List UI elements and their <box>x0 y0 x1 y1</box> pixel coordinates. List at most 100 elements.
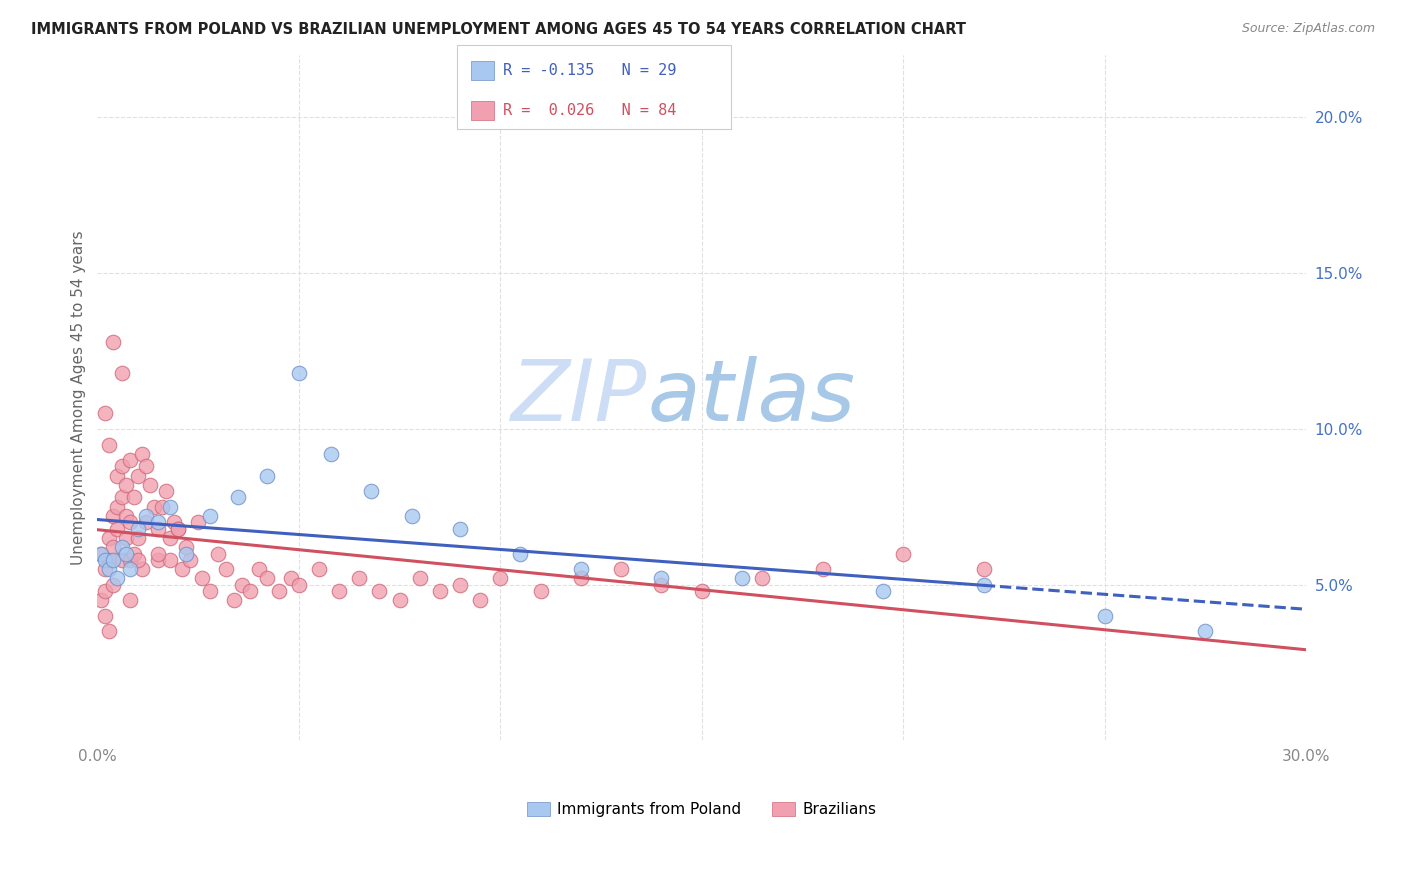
Point <box>973 578 995 592</box>
Point <box>267 583 290 598</box>
Point <box>146 547 169 561</box>
Point <box>94 406 117 420</box>
Point <box>872 583 894 598</box>
Point <box>127 522 149 536</box>
Point <box>198 583 221 598</box>
Point <box>98 624 121 639</box>
Point <box>429 583 451 598</box>
Point <box>98 562 121 576</box>
Text: R = -0.135   N = 29: R = -0.135 N = 29 <box>503 63 676 78</box>
Point <box>731 572 754 586</box>
Point <box>135 459 157 474</box>
Point <box>187 516 209 530</box>
Point <box>308 562 330 576</box>
Point <box>122 547 145 561</box>
Point <box>98 531 121 545</box>
Text: Source: ZipAtlas.com: Source: ZipAtlas.com <box>1241 22 1375 36</box>
Point <box>288 578 311 592</box>
Point <box>103 541 125 555</box>
Point <box>449 522 471 536</box>
Point <box>489 572 512 586</box>
Point <box>401 509 423 524</box>
Point <box>167 522 190 536</box>
Point <box>239 583 262 598</box>
Point <box>569 572 592 586</box>
Point <box>170 562 193 576</box>
Point <box>328 583 350 598</box>
Point <box>569 562 592 576</box>
Point <box>198 509 221 524</box>
Point <box>228 491 250 505</box>
Point <box>159 500 181 514</box>
Point <box>891 547 914 561</box>
Point <box>98 553 121 567</box>
Point <box>110 553 132 567</box>
Point <box>610 562 633 576</box>
Point <box>150 500 173 514</box>
Point <box>90 593 112 607</box>
Point <box>127 553 149 567</box>
Point <box>247 562 270 576</box>
Point <box>94 608 117 623</box>
Point <box>256 572 278 586</box>
Point <box>118 593 141 607</box>
Point <box>94 583 117 598</box>
Point <box>118 516 141 530</box>
Point <box>138 478 160 492</box>
Point <box>388 593 411 607</box>
Point <box>256 468 278 483</box>
Point <box>174 547 197 561</box>
Point <box>650 572 672 586</box>
Y-axis label: Unemployment Among Ages 45 to 54 years: Unemployment Among Ages 45 to 54 years <box>72 230 86 566</box>
Point <box>146 553 169 567</box>
Point <box>103 578 125 592</box>
Point <box>280 572 302 586</box>
Point <box>207 547 229 561</box>
Point <box>191 572 214 586</box>
Point <box>110 541 132 555</box>
Point <box>110 491 132 505</box>
Text: IMMIGRANTS FROM POLAND VS BRAZILIAN UNEMPLOYMENT AMONG AGES 45 TO 54 YEARS CORRE: IMMIGRANTS FROM POLAND VS BRAZILIAN UNEM… <box>31 22 966 37</box>
Point <box>174 541 197 555</box>
Point <box>468 593 491 607</box>
Point <box>122 491 145 505</box>
Point <box>159 531 181 545</box>
Point <box>449 578 471 592</box>
Text: atlas: atlas <box>647 356 855 439</box>
Point <box>90 547 112 561</box>
Point <box>107 468 129 483</box>
Point <box>118 453 141 467</box>
Text: R =  0.026   N = 84: R = 0.026 N = 84 <box>503 103 676 118</box>
Point <box>155 484 177 499</box>
Point <box>135 509 157 524</box>
Point <box>90 547 112 561</box>
Point <box>131 447 153 461</box>
Point <box>107 572 129 586</box>
Point <box>368 583 391 598</box>
Point <box>142 500 165 514</box>
Point <box>135 516 157 530</box>
Point <box>110 459 132 474</box>
Point <box>360 484 382 499</box>
Point <box>288 366 311 380</box>
Point <box>163 516 186 530</box>
Point <box>114 547 136 561</box>
Point <box>215 562 238 576</box>
Point <box>973 562 995 576</box>
Point <box>179 553 201 567</box>
Legend: Immigrants from Poland, Brazilians: Immigrants from Poland, Brazilians <box>520 796 883 823</box>
Point <box>94 562 117 576</box>
Point <box>509 547 531 561</box>
Point <box>118 553 141 567</box>
Point <box>103 553 125 567</box>
Point <box>751 572 773 586</box>
Point <box>107 522 129 536</box>
Point <box>118 562 141 576</box>
Text: ZIP: ZIP <box>512 356 647 439</box>
Point <box>349 572 371 586</box>
Point <box>131 562 153 576</box>
Point <box>650 578 672 592</box>
Point <box>94 553 117 567</box>
Point <box>1094 608 1116 623</box>
Point <box>1194 624 1216 639</box>
